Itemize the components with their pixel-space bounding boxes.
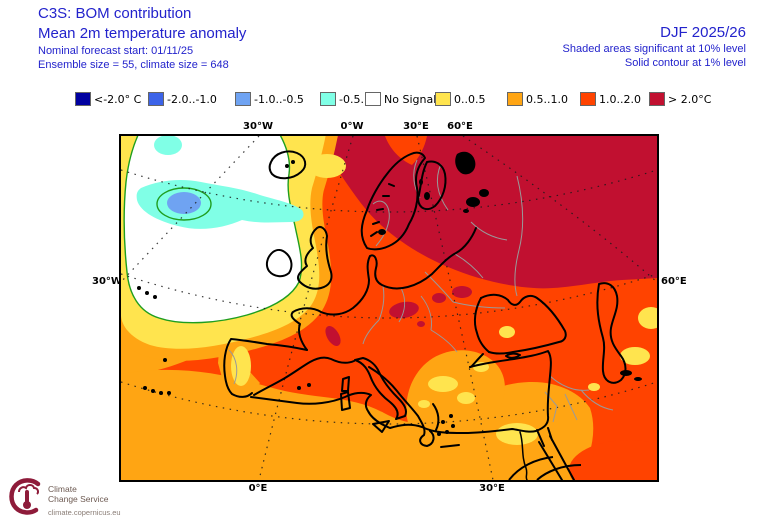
- logo-text: Climate Change Service: [48, 484, 109, 504]
- axis-label-right-60e: 60°E: [661, 276, 687, 287]
- legend-label: > 2.0°C: [668, 92, 712, 106]
- axis-label-bottom-30e: 30°E: [479, 483, 505, 494]
- logo-cloud: [18, 484, 39, 495]
- green-contour-inner: [156, 187, 212, 221]
- legend-item: 0..0.5: [435, 91, 486, 107]
- legend-swatch: [235, 92, 251, 106]
- logo-crescent: [9, 478, 41, 515]
- axis-label-top-30e: 30°E: [403, 121, 429, 132]
- legend-swatch: [435, 92, 451, 106]
- logo-url: climate.copernicus.eu: [48, 508, 121, 517]
- anomaly-map-svg: [109, 122, 689, 500]
- country-borders: [228, 159, 614, 423]
- graticule-lines: [120, 135, 658, 481]
- legend-label: 0.5..1.0: [526, 92, 568, 106]
- legend-label: 0..0.5: [454, 92, 486, 106]
- significance-note: Shaded areas significant at 10% level: [562, 43, 746, 55]
- significance-contour-1pct: [508, 456, 582, 481]
- legend-label: -1.0..-0.5: [254, 92, 304, 106]
- legend-label: <-2.0° C: [94, 92, 142, 106]
- legend-item: 1.0..2.0: [580, 91, 641, 107]
- season-label: DJF 2025/26: [660, 24, 746, 41]
- shade-orange-red-notch: [385, 136, 427, 165]
- logo-line2: Change Service: [48, 493, 109, 504]
- logo-graphic: [9, 478, 41, 515]
- legend-swatch: [320, 92, 336, 106]
- color-legend: <-2.0° C -2.0..-1.0 -1.0..-0.5 -0.5..0 N…: [0, 91, 761, 109]
- cold-anomaly-core-blue: [167, 192, 201, 214]
- legend-swatch: [649, 92, 665, 106]
- legend-label: 1.0..2.0: [599, 92, 641, 106]
- axis-label-top-30w: 30°W: [243, 121, 273, 132]
- legend-label: -2.0..-1.0: [167, 92, 217, 106]
- axis-label-top-0w: 0°W: [340, 121, 364, 132]
- legend-swatch: [75, 92, 91, 106]
- axis-label-bottom-0e: 0°E: [248, 483, 268, 494]
- anomaly-map: [109, 122, 689, 500]
- logo-line1: Climate: [48, 484, 77, 494]
- header-right: DJF 2025/26 Shaded areas significant at …: [563, 24, 746, 70]
- legend-item: -1.0..-0.5: [235, 91, 304, 107]
- lakes-and-islands: [137, 151, 642, 436]
- page-title: C3S: BOM contribution: [38, 5, 192, 22]
- legend-item: <-2.0° C: [75, 91, 141, 107]
- coastlines: [223, 150, 627, 481]
- contour-note: Solid contour at 1% level: [624, 57, 746, 69]
- c3s-logo: Climate Change Service climate.copernicu…: [8, 476, 198, 520]
- legend-swatch: [365, 92, 381, 106]
- legend-swatch: [507, 92, 523, 106]
- no-signal-white-blob: [123, 132, 303, 324]
- axis-label-left-30w: 30°W: [92, 276, 122, 287]
- legend-item: > 2.0°C: [649, 91, 711, 107]
- legend-swatch: [580, 92, 596, 106]
- logo-thermometer-icon: [23, 490, 31, 509]
- header-left: C3S: BOM contribution Mean 2m temperatur…: [38, 4, 246, 72]
- legend-item: -2.0..-1.0: [148, 91, 217, 107]
- forecast-start-text: Nominal forecast start: 01/11/25: [38, 45, 194, 57]
- page-subtitle: Mean 2m temperature anomaly: [38, 25, 247, 42]
- shade-dark-red-blobs: [325, 286, 472, 346]
- cold-anomaly-cyan: [136, 135, 304, 229]
- legend-swatch: [148, 92, 164, 106]
- shade-dark-red-northeast: [319, 136, 657, 289]
- axis-label-top-60e: 60°E: [447, 121, 473, 132]
- ensemble-size-text: Ensemble size = 55, climate size = 648: [38, 59, 229, 71]
- legend-label: No Signal: [384, 92, 437, 106]
- legend-item: No Signal: [365, 91, 436, 107]
- legend-item: 0.5..1.0: [507, 91, 568, 107]
